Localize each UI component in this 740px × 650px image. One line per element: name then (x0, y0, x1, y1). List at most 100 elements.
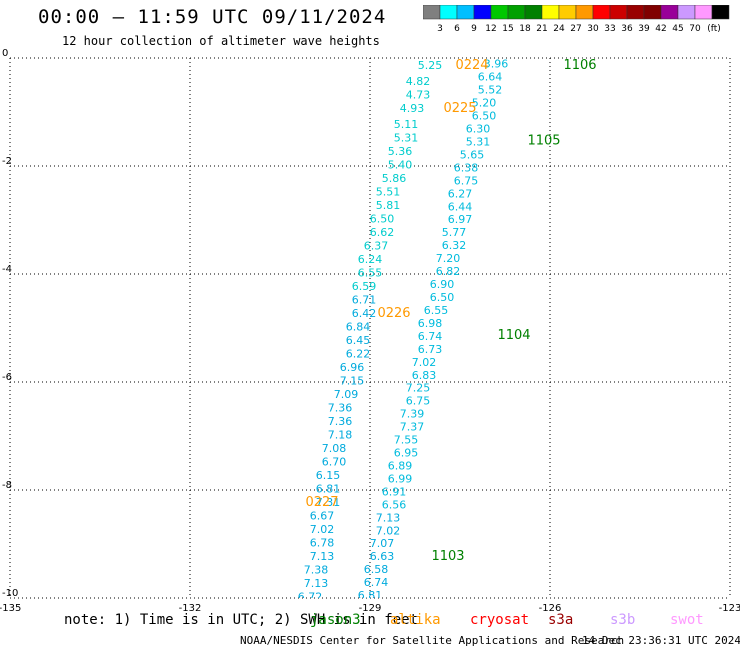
wave-height-value: 7.02 (376, 524, 401, 537)
wave-height-value: 6.30 (466, 123, 491, 136)
wave-height-value: 6.71 (352, 294, 377, 307)
wave-height-value: 6.62 (370, 226, 395, 239)
wave-height-value: 7.13 (304, 577, 329, 590)
color-scale-tick: 36 (621, 24, 633, 34)
wave-height-value: 7.02 (310, 523, 335, 536)
color-scale-unit: (ft) (707, 24, 721, 34)
legend-item-swot: swot (670, 612, 704, 628)
wave-height-value: 6.95 (394, 447, 419, 460)
wave-height-value: 6.96 (340, 361, 365, 374)
wave-height-value: 5.86 (382, 172, 407, 185)
pass-time-label: 0226 (377, 306, 410, 321)
wave-height-value: 6.50 (472, 110, 497, 123)
wave-height-value: 7.37 (400, 421, 425, 434)
wave-height-value: 7.36 (328, 415, 353, 428)
wave-height-value: 5.20 (472, 97, 497, 110)
legend-item-cryosat: cryosat (470, 612, 530, 628)
wave-height-value: 7.13 (310, 550, 335, 563)
color-scale-tick: 6 (454, 24, 460, 34)
wave-height-value: 6.58 (364, 563, 389, 576)
color-scale-tick: 18 (519, 24, 531, 34)
chart-title: 00:00 – 11:59 UTC 09/11/2024 (38, 6, 387, 28)
color-scale-tick: 45 (672, 24, 683, 34)
wave-height-value: 5.52 (478, 84, 503, 97)
pass-time-label: 1104 (497, 328, 530, 343)
y-tick-label: -4 (2, 264, 12, 275)
wave-height-value: 6.55 (358, 267, 383, 280)
wave-height-value: 6.74 (364, 576, 389, 589)
wave-height-value: 5.65 (460, 148, 485, 161)
y-tick-label: -10 (2, 588, 18, 599)
y-tick-label: 0 (2, 48, 8, 59)
footnote: note: 1) Time is in UTC; 2) SWH is in fe… (64, 612, 419, 628)
legend-item-s3b: s3b (610, 612, 636, 628)
wave-height-value: 6.50 (370, 213, 395, 226)
wave-height-value: 6.38 (454, 161, 479, 174)
wave-height-value: 7.55 (394, 434, 419, 447)
color-scale-tick: 15 (502, 24, 513, 34)
wave-height-value: 6.24 (358, 253, 383, 266)
wave-height-value: 7.09 (334, 388, 359, 401)
wave-height-value: 5.51 (376, 186, 401, 199)
wave-height-value: 7.18 (328, 429, 353, 442)
wave-height-value: 7.20 (436, 252, 461, 265)
wave-height-value: 6.27 (448, 187, 473, 200)
x-tick-label: -129 (359, 603, 382, 614)
wave-height-value: 6.59 (352, 280, 377, 293)
legend-item-altika: altika (390, 612, 441, 628)
color-scale-tick: 3 (437, 24, 443, 34)
wave-height-value: 5.40 (388, 159, 413, 172)
wave-height-value: 5.77 (442, 226, 467, 239)
x-tick-label: -132 (179, 603, 202, 614)
wave-height-value: 6.15 (316, 469, 341, 482)
wave-height-value: 4.73 (406, 89, 431, 102)
chart-subtitle: 12 hour collection of altimeter wave hei… (62, 34, 380, 48)
wave-height-value: 6.78 (310, 537, 335, 550)
color-scale-tick: 24 (553, 24, 565, 34)
pass-time-label: 0227 (305, 495, 338, 510)
y-tick-label: -6 (2, 372, 12, 383)
wave-height-value: 6.84 (346, 321, 371, 334)
wave-height-value: 6.67 (310, 510, 335, 523)
wave-height-value: 7.13 (376, 511, 401, 524)
wave-height-value: 7.38 (304, 564, 329, 577)
wave-height-value: 6.73 (418, 343, 443, 356)
wave-height-value: 7.25 (406, 382, 431, 395)
wave-height-value: 6.81 (358, 589, 383, 602)
wave-height-value: 6.83 (412, 369, 437, 382)
wave-height-value: 7.36 (328, 402, 353, 415)
wave-height-value: 6.75 (454, 174, 479, 187)
x-tick-label: -123 (719, 603, 740, 614)
wave-height-value: 6.64 (478, 71, 503, 84)
color-scale-tick: 39 (638, 24, 650, 34)
wave-height-value: 3.96 (484, 58, 509, 71)
color-scale-tick: 42 (655, 24, 666, 34)
wave-height-value: 7.08 (322, 442, 347, 455)
wave-height-value: 6.72 (298, 591, 323, 604)
color-scale-tick: 9 (471, 24, 477, 34)
wave-height-value: 7.15 (340, 375, 365, 388)
wave-height-value: 6.97 (448, 213, 473, 226)
wave-height-value: 5.31 (466, 135, 491, 148)
wave-height-value: 6.55 (424, 304, 449, 317)
wave-height-value: 6.98 (418, 317, 443, 330)
wave-height-value: 6.50 (430, 291, 455, 304)
wave-height-value: 6.56 (382, 498, 407, 511)
wave-height-value: 6.82 (436, 265, 461, 278)
wave-height-value: 7.02 (412, 356, 437, 369)
wave-height-value: 6.44 (448, 200, 473, 213)
wave-height-value: 5.31 (394, 132, 419, 145)
y-tick-label: -2 (2, 156, 12, 167)
color-swatch (711, 5, 730, 20)
pass-time-label: 1103 (431, 549, 464, 564)
wave-height-value: 6.99 (388, 472, 413, 485)
pass-time-label: 1105 (527, 133, 560, 148)
wave-height-value: 6.74 (418, 330, 443, 343)
color-scale-bar: 3 6 9 12 15 18 21 24 27 30 33 36 39 42 45 70 (ft) (423, 5, 730, 34)
wave-height-value: 5.25 (418, 59, 443, 72)
wave-height-value: 6.37 (364, 240, 389, 253)
wave-height-value: 5.36 (388, 145, 413, 158)
wave-height-value: 6.89 (388, 459, 413, 472)
credit-line: NOAA/NESDIS Center for Satellite Applica… (240, 634, 625, 647)
wave-height-value: 7.07 (370, 537, 395, 550)
